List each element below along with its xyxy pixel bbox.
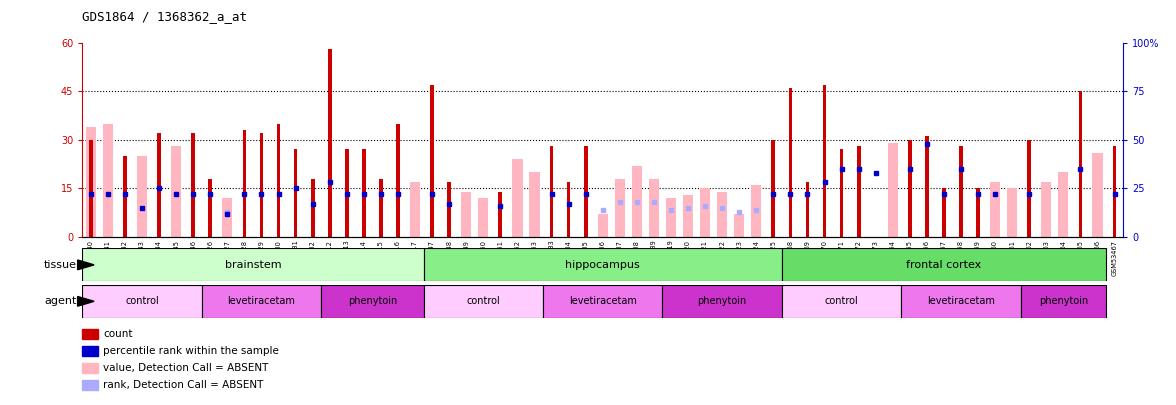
Bar [86,127,96,237]
Bar [260,133,263,237]
Bar [423,248,782,281]
Bar [823,85,827,237]
Text: control: control [467,296,500,306]
Text: value, Detection Call = ABSENT: value, Detection Call = ABSENT [103,363,269,373]
Bar [583,146,588,237]
Text: tissue: tissue [44,260,76,270]
Bar [123,156,127,237]
Bar [734,214,744,237]
Text: frontal cortex: frontal cortex [907,260,982,270]
Bar [960,146,963,237]
Bar [751,185,761,237]
Bar [926,136,929,237]
Bar [662,285,782,318]
Text: control: control [824,296,858,306]
Text: levetiracetam: levetiracetam [227,296,295,306]
Bar [942,188,946,237]
Bar [990,182,1001,237]
Bar [222,198,233,237]
Bar [782,285,901,318]
Bar [345,149,348,237]
Bar [567,182,570,237]
Bar [276,124,280,237]
Bar [396,124,400,237]
Bar [1058,172,1069,237]
Text: phenytoin: phenytoin [1038,296,1088,306]
Bar [908,140,911,237]
Text: phenytoin: phenytoin [697,296,747,306]
Bar [632,166,642,237]
Bar [976,188,980,237]
Bar [208,179,212,237]
Bar [294,149,298,237]
Bar [242,130,246,237]
Bar [1041,182,1051,237]
Bar [901,285,1021,318]
Text: brainstem: brainstem [225,260,281,270]
Bar [102,124,113,237]
Text: percentile rank within the sample: percentile rank within the sample [103,346,280,356]
Bar [857,146,861,237]
Text: control: control [125,296,159,306]
Bar [321,285,423,318]
Bar [447,182,452,237]
Bar [529,172,540,237]
Bar [310,179,314,237]
Bar [423,285,543,318]
Bar [840,149,843,237]
Bar [666,198,676,237]
Text: count: count [103,329,133,339]
Bar [192,133,195,237]
Bar [1007,188,1017,237]
Bar [82,285,202,318]
Bar [202,285,321,318]
Bar [806,182,809,237]
Bar [888,143,897,237]
Bar [700,188,710,237]
Text: levetiracetam: levetiracetam [927,296,995,306]
Bar [771,140,775,237]
Bar [615,179,624,237]
Text: levetiracetam: levetiracetam [569,296,636,306]
Bar [1028,140,1031,237]
Bar [328,49,332,237]
Bar [788,88,793,237]
Bar [158,133,161,237]
Bar [597,214,608,237]
Bar [171,146,181,237]
Bar [499,192,502,237]
Text: agent: agent [44,296,76,306]
Bar [461,192,472,237]
Text: rank, Detection Call = ABSENT: rank, Detection Call = ABSENT [103,380,263,390]
Bar [683,195,693,237]
Bar [82,248,423,281]
Bar [1078,91,1082,237]
Bar [410,182,420,237]
Bar [89,140,93,237]
Text: GDS1864 / 1368362_a_at: GDS1864 / 1368362_a_at [82,10,247,23]
Bar [1093,153,1103,237]
Bar [136,156,147,237]
Bar [1021,285,1105,318]
Text: hippocampus: hippocampus [566,260,640,270]
Bar [717,192,727,237]
Bar [479,198,488,237]
Bar [1112,146,1116,237]
Bar [549,146,554,237]
Bar [782,248,1105,281]
Text: phenytoin: phenytoin [348,296,397,306]
Bar [543,285,662,318]
Bar [379,179,382,237]
Bar [362,149,366,237]
Bar [649,179,659,237]
Bar [513,159,522,237]
Bar [430,85,434,237]
